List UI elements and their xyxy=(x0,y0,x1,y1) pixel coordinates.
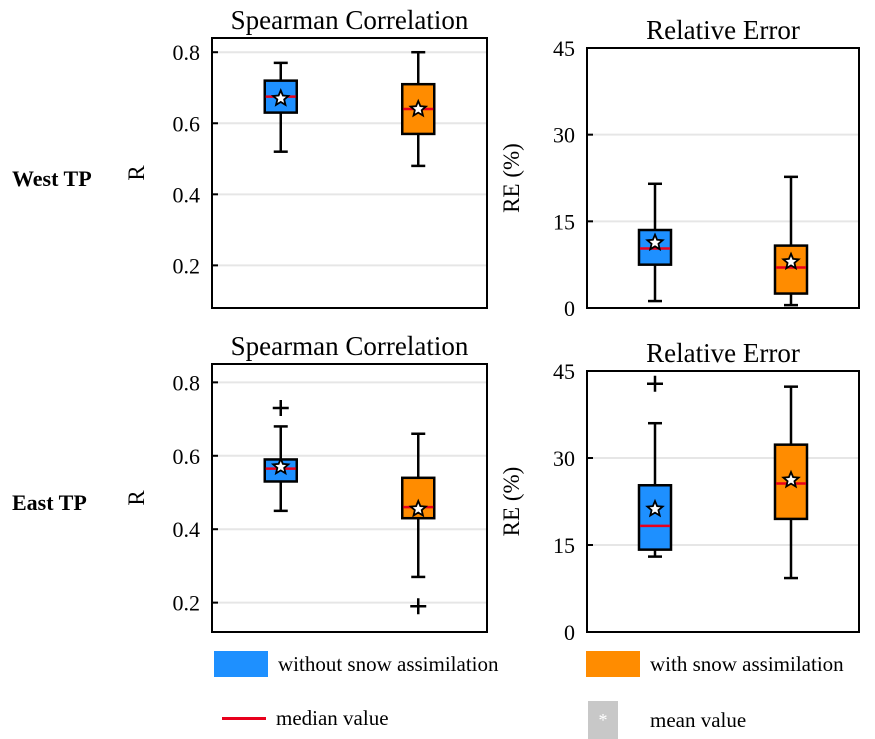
panel3-without-mean-star xyxy=(270,456,291,476)
panel2-tick-label: 0 xyxy=(564,296,575,321)
panel4-frame xyxy=(586,370,860,633)
row-label-east: East TP xyxy=(12,490,87,515)
legend-without-swatch xyxy=(214,651,268,677)
panel3-tick-label: 0.4 xyxy=(173,517,201,542)
panel3-tick-label: 0.8 xyxy=(173,370,201,395)
panel3-tick-label: 0.2 xyxy=(173,591,201,616)
row-label-west: West TP xyxy=(12,166,92,191)
panel1-tick-label: 0.6 xyxy=(173,111,201,136)
panel4-without-box xyxy=(637,484,673,551)
panel2-title: Relative Error xyxy=(646,15,800,45)
panel2-ylabel: RE (%) xyxy=(499,143,524,213)
panel2-frame xyxy=(586,47,860,309)
panel1-frame xyxy=(211,37,488,309)
panel4-without-mean-star xyxy=(645,498,665,518)
panel1-tick-label: 0.2 xyxy=(173,253,201,278)
panel4-tick-label: 45 xyxy=(553,359,575,384)
legend-with-swatch xyxy=(586,651,640,677)
panel3-with-mean-star xyxy=(408,498,429,518)
panel2-tick-label: 15 xyxy=(553,209,575,234)
panel2-without-mean-star xyxy=(645,232,665,252)
panel4-with-box xyxy=(773,443,809,521)
panel4-with-mean-star xyxy=(781,469,801,489)
panel4-tick-label: 30 xyxy=(553,446,575,471)
panel3-without-outlier xyxy=(272,400,289,417)
panel3-ylabel: R xyxy=(124,490,149,506)
legend-without: without snow assimilation xyxy=(214,651,499,677)
panel4-title: Relative Error xyxy=(646,338,800,368)
panel3-frame xyxy=(211,363,488,633)
panel3-title: Spearman Correlation xyxy=(231,331,469,361)
panel1-without-mean-star xyxy=(270,88,291,107)
legend-median: median value xyxy=(222,706,389,731)
panel3-with-outlier xyxy=(410,598,427,615)
legend-with: with snow assimilation xyxy=(586,651,844,677)
panel4-without-outlier xyxy=(647,375,663,392)
panel2-tick-label: 45 xyxy=(553,36,575,61)
panel1-tick-label: 0.8 xyxy=(173,40,201,65)
legend-mean-swatch: * xyxy=(588,701,618,739)
legend-median-label: median value xyxy=(276,706,389,730)
legend-mean: * mean value xyxy=(588,701,746,739)
legend-mean-label: mean value xyxy=(650,707,747,732)
panel2-tick-label: 30 xyxy=(553,123,575,148)
legend-with-label: with snow assimilation xyxy=(650,651,844,676)
panel3-tick-label: 0.6 xyxy=(173,444,201,469)
legend-without-label: without snow assimilation xyxy=(278,651,499,676)
panel4-tick-label: 15 xyxy=(553,533,575,558)
panel1-tick-label: 0.4 xyxy=(173,182,201,207)
panel1-ylabel: R xyxy=(124,165,149,181)
panel2-with-box xyxy=(773,244,809,295)
panel2-with-mean-star xyxy=(781,251,801,271)
panel4-tick-label: 0 xyxy=(564,620,575,645)
panel4-ylabel: RE (%) xyxy=(499,467,524,537)
panel1-title: Spearman Correlation xyxy=(231,5,469,35)
legend-median-line xyxy=(222,717,266,720)
panel1-with-mean-star xyxy=(408,98,429,118)
